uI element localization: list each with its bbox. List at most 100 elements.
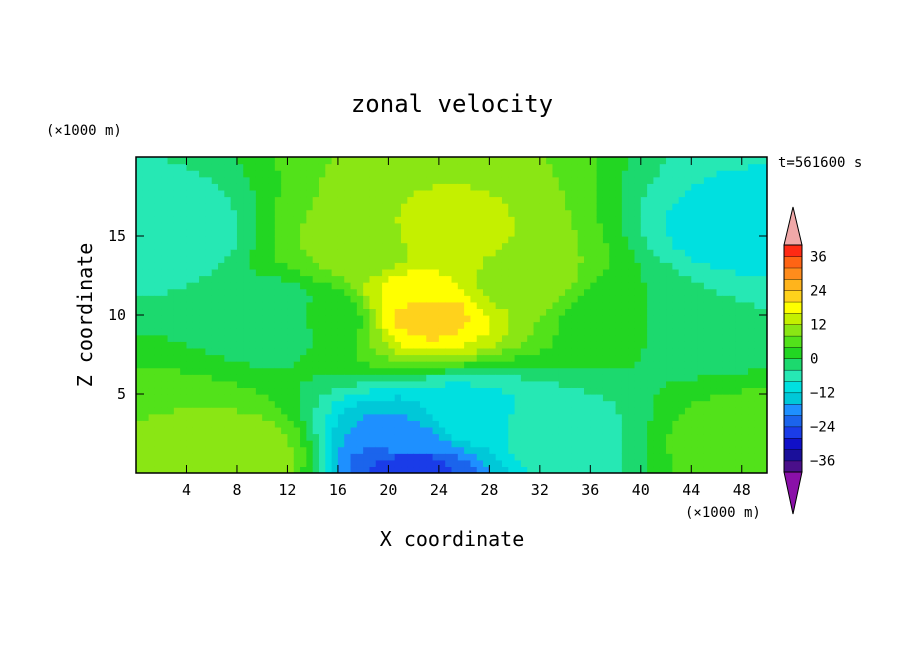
field-cell bbox=[722, 176, 730, 184]
field-cell bbox=[249, 433, 257, 441]
field-cell bbox=[457, 196, 465, 204]
field-cell bbox=[306, 413, 314, 421]
field-cell bbox=[255, 262, 263, 270]
field-cell bbox=[369, 446, 377, 454]
field-cell bbox=[407, 189, 415, 198]
field-cell bbox=[489, 315, 497, 323]
field-cell bbox=[306, 433, 314, 441]
field-cell bbox=[180, 407, 188, 415]
field-cell bbox=[293, 163, 301, 171]
field-cell bbox=[558, 268, 566, 277]
field-cell bbox=[249, 308, 257, 316]
field-cell bbox=[388, 209, 396, 217]
field-cell bbox=[672, 196, 680, 204]
field-cell bbox=[312, 157, 320, 165]
field-cell bbox=[754, 466, 762, 473]
field-cell bbox=[318, 209, 326, 217]
field-cell bbox=[609, 255, 617, 263]
field-cell bbox=[748, 295, 755, 303]
field-cell bbox=[621, 209, 629, 217]
field-cell bbox=[716, 400, 724, 408]
field-cell bbox=[470, 301, 478, 310]
field-cell bbox=[224, 367, 232, 375]
field-cell bbox=[318, 176, 326, 184]
field-cell bbox=[584, 394, 591, 402]
field-cell bbox=[192, 275, 200, 283]
field-cell bbox=[735, 222, 743, 231]
field-cell bbox=[464, 170, 472, 178]
field-cell bbox=[426, 189, 434, 198]
field-cell bbox=[331, 426, 339, 435]
field-cell bbox=[647, 229, 655, 237]
field-cell bbox=[716, 216, 724, 224]
colorbar-band bbox=[783, 426, 803, 439]
field-cell bbox=[287, 426, 295, 435]
field-cell bbox=[382, 361, 389, 369]
field-cell bbox=[274, 295, 282, 303]
field-cell bbox=[287, 216, 295, 224]
field-cell bbox=[432, 374, 440, 382]
field-cell bbox=[419, 453, 427, 461]
field-cell bbox=[590, 361, 598, 369]
field-cell bbox=[419, 262, 427, 270]
field-cell bbox=[722, 446, 730, 454]
field-cell bbox=[609, 315, 617, 323]
field-cell bbox=[262, 308, 270, 316]
field-cell bbox=[426, 209, 434, 217]
field-cell bbox=[590, 295, 598, 303]
field-cell bbox=[262, 407, 270, 415]
field-cell bbox=[571, 459, 579, 468]
field-cell bbox=[148, 354, 156, 362]
field-cell bbox=[520, 189, 528, 198]
field-cell bbox=[318, 315, 326, 323]
field-cell bbox=[211, 236, 219, 244]
field-cell bbox=[602, 295, 610, 303]
field-cell bbox=[666, 420, 673, 428]
field-cell bbox=[173, 433, 181, 441]
field-cell bbox=[350, 347, 358, 356]
field-cell bbox=[401, 295, 408, 303]
field-cell bbox=[722, 440, 730, 448]
field-cell bbox=[615, 433, 623, 441]
field-cell bbox=[489, 387, 497, 395]
field-cell bbox=[419, 367, 427, 375]
field-cell bbox=[192, 176, 200, 184]
field-cell bbox=[691, 426, 699, 435]
field-cell bbox=[596, 176, 604, 184]
field-cell bbox=[394, 433, 402, 441]
field-cell bbox=[300, 413, 307, 421]
field-cell bbox=[451, 321, 459, 329]
field-cell bbox=[748, 374, 755, 382]
field-cell bbox=[186, 453, 194, 461]
field-cell bbox=[508, 288, 516, 296]
field-cell bbox=[666, 426, 673, 435]
field-cell bbox=[451, 176, 459, 184]
field-cell bbox=[533, 170, 541, 178]
field-cell bbox=[350, 328, 358, 336]
field-cell bbox=[647, 183, 655, 191]
field-cell bbox=[407, 361, 415, 369]
field-cell bbox=[722, 374, 730, 382]
field-cell bbox=[710, 426, 718, 435]
field-cell bbox=[584, 183, 591, 191]
field-cell bbox=[262, 321, 270, 329]
field-cell bbox=[691, 229, 699, 237]
field-cell bbox=[735, 341, 743, 349]
field-cell bbox=[438, 347, 446, 356]
field-cell bbox=[325, 268, 333, 277]
field-cell bbox=[438, 440, 446, 448]
field-cell bbox=[470, 321, 478, 329]
field-cell bbox=[678, 334, 686, 342]
field-cell bbox=[356, 466, 364, 473]
field-cell bbox=[211, 380, 219, 389]
field-cell bbox=[356, 446, 364, 454]
field-cell bbox=[501, 288, 509, 296]
field-cell bbox=[703, 295, 711, 303]
field-cell bbox=[388, 347, 396, 356]
field-cell bbox=[457, 222, 465, 231]
field-cell bbox=[565, 407, 572, 415]
field-cell bbox=[199, 334, 207, 342]
field-cell bbox=[236, 321, 244, 329]
field-cell bbox=[205, 255, 213, 263]
field-cell bbox=[729, 407, 737, 415]
